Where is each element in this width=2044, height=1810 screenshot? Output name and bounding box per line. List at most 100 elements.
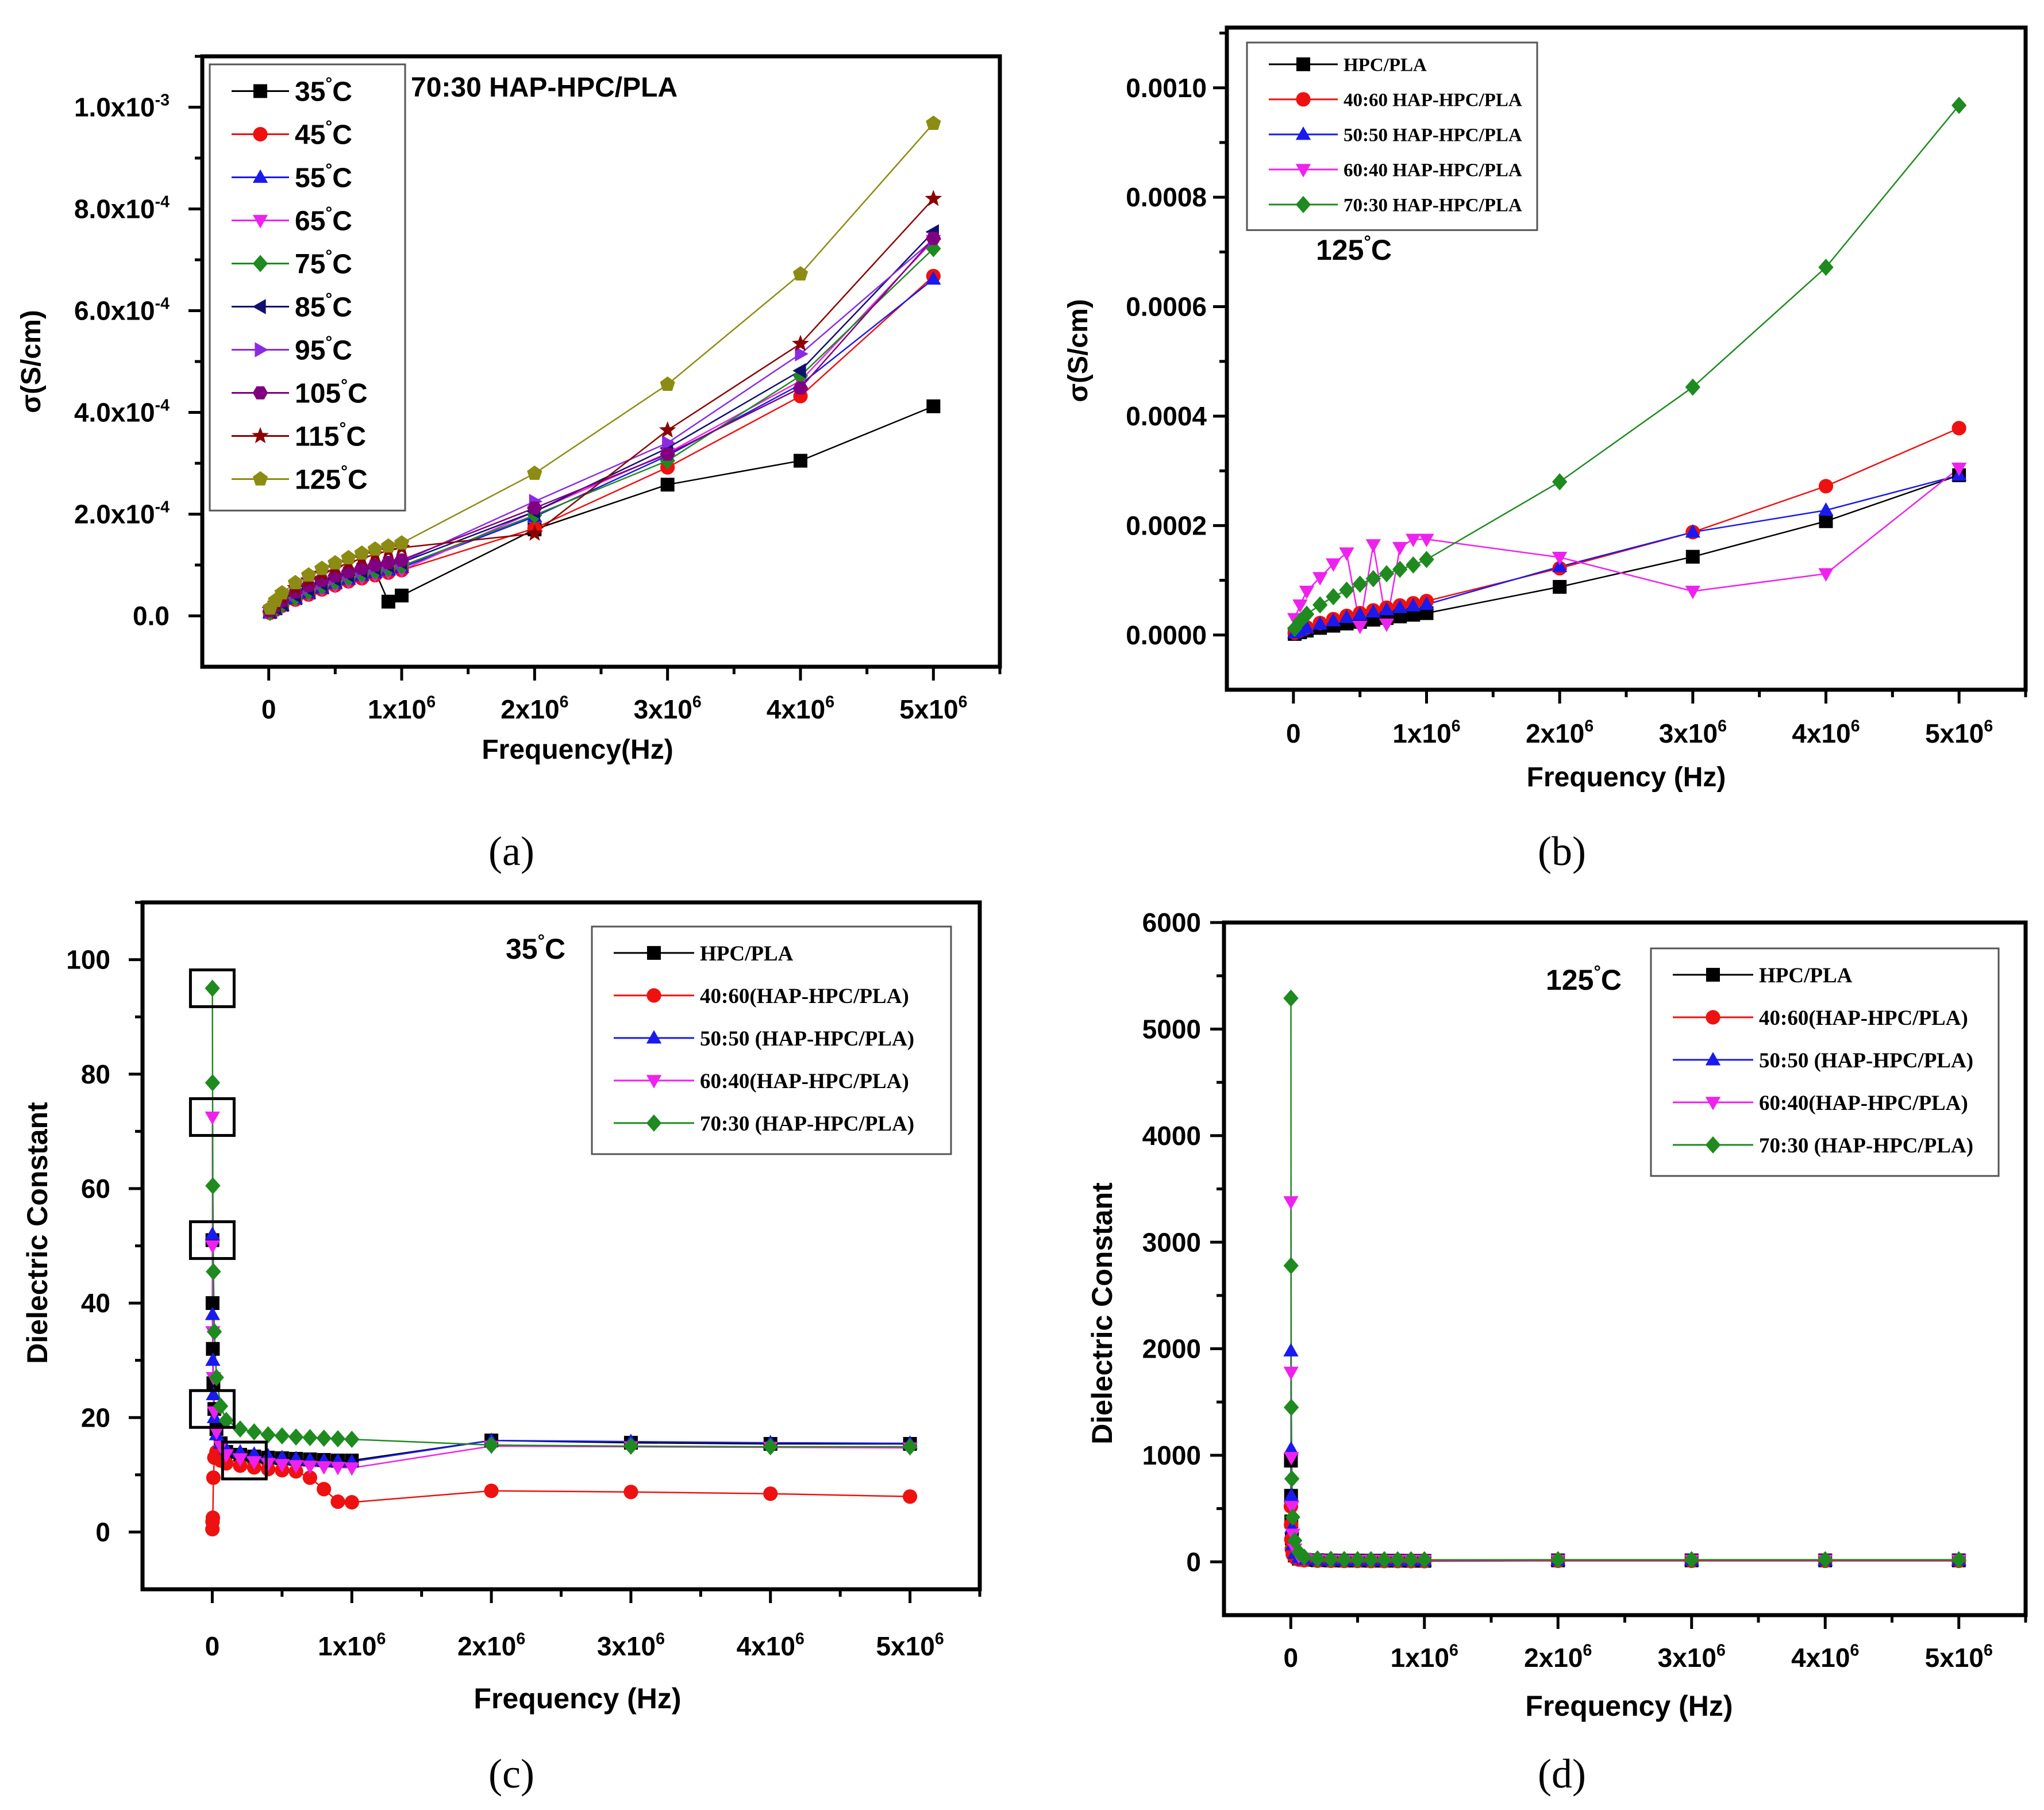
data-point: [1296, 1548, 1312, 1566]
data-point: [1406, 556, 1421, 574]
data-point: [1312, 616, 1328, 630]
data-point: [1685, 549, 1700, 564]
y-axis-label: σ(S/cm): [1063, 299, 1094, 402]
data-point: [1951, 421, 1966, 436]
data-point: [209, 1426, 224, 1440]
x-axis-label: Frequency(Hz): [482, 735, 673, 765]
y-tick-label: 5000: [1142, 1014, 1201, 1044]
data-point: [925, 190, 942, 206]
x-tick-label: 3x106: [597, 1630, 665, 1661]
data-point: [792, 335, 809, 351]
legend-label: 40:60 HAP-HPC/PLA: [1344, 90, 1522, 110]
data-point: [1685, 586, 1701, 600]
legend-marker: [1705, 1052, 1721, 1066]
data-point: [1390, 1551, 1406, 1569]
data-point: [1951, 1551, 1966, 1569]
data-point: [1283, 1452, 1299, 1466]
data-point: [274, 1459, 290, 1473]
y-tick-label: 0.0010: [1126, 73, 1207, 103]
data-point: [1818, 259, 1834, 276]
legend-marker: [252, 169, 268, 183]
data-point: [1951, 462, 1967, 476]
data-point: [1550, 1551, 1566, 1569]
y-tick-label: 6.0x10-4: [74, 294, 170, 325]
x-tick-label: 2x106: [501, 693, 568, 724]
data-point: [1419, 533, 1434, 547]
legend-box: [1246, 41, 1538, 231]
data-point: [1283, 1488, 1299, 1501]
data-point: [1285, 1508, 1300, 1526]
x-axis-label: Frequency (Hz): [1525, 1690, 1733, 1722]
data-point: [205, 1074, 221, 1092]
data-point: [1819, 514, 1833, 528]
y-tick-label: 2000: [1142, 1334, 1201, 1364]
data-point: [367, 558, 383, 572]
data-point: [1365, 539, 1381, 553]
data-point: [380, 556, 397, 570]
data-point: [260, 1458, 276, 1471]
data-point: [1951, 97, 1967, 114]
legend-marker: [1295, 195, 1311, 213]
panel-c: 0 1x106 2x106 3x106 4x106 5x106 0 20 40 60 80 100 Fr…: [21, 900, 982, 1797]
legend-label: 85°C: [295, 290, 352, 322]
data-point: [341, 549, 356, 564]
y-tick-label: 2.0x10-4: [74, 498, 170, 529]
legend-label: 50:50 HAP-HPC/PLA: [1344, 125, 1522, 145]
legend-marker: [253, 84, 267, 98]
data-point: [205, 1177, 221, 1194]
data-point: [926, 271, 941, 285]
data-point: [763, 1486, 778, 1501]
data-point: [1685, 524, 1701, 538]
x-tick-label: 2x106: [1526, 717, 1593, 748]
legend-marker: [1705, 1136, 1721, 1154]
series-line: [1294, 105, 1960, 629]
x-tick-label: 4x106: [737, 1630, 804, 1661]
chart-title: 125°C: [1546, 962, 1622, 996]
data-point: [1392, 600, 1408, 613]
y-tick-label: 60: [81, 1174, 110, 1204]
data-point: [792, 266, 809, 280]
y-tick-label: 80: [81, 1059, 110, 1089]
x-tick-label: 2x106: [457, 1630, 525, 1661]
y-axis-label: Dielectric Constant: [1086, 1182, 1118, 1444]
x-tick-label: 5x106: [876, 1630, 944, 1661]
data-point: [1553, 580, 1567, 594]
data-point: [792, 363, 806, 379]
data-point: [288, 1460, 304, 1474]
x-tick-label: 0: [1283, 1643, 1298, 1673]
legend-marker: [646, 988, 661, 1003]
y-tick-label: 1000: [1142, 1440, 1201, 1470]
data-point: [247, 1456, 262, 1470]
data-point: [1283, 1256, 1299, 1274]
data-point: [380, 538, 396, 553]
data-point: [316, 1461, 332, 1475]
x-tick-label: 1x106: [368, 693, 436, 724]
data-point: [344, 1495, 359, 1510]
panel-caption: (c): [488, 1751, 534, 1797]
highlight-box: [188, 1097, 236, 1137]
data-point: [206, 1386, 221, 1401]
legend-marker: [646, 1075, 662, 1089]
data-point: [206, 1263, 221, 1281]
data-point: [317, 1482, 332, 1497]
data-point: [344, 1431, 360, 1448]
data-point: [1299, 605, 1315, 623]
legend-label: HPC/PLA: [1344, 55, 1427, 75]
data-point: [1350, 1551, 1365, 1569]
data-point: [395, 589, 409, 603]
y-tick-label: 6000: [1142, 908, 1201, 937]
legend-label: 45°C: [295, 117, 352, 150]
highlight-box: [188, 1389, 236, 1429]
data-point: [1312, 596, 1328, 614]
data-point: [274, 1427, 290, 1445]
data-point: [302, 1429, 318, 1447]
data-point: [926, 399, 941, 413]
legend-marker: [647, 946, 661, 960]
x-tick-label: 5x106: [1925, 1642, 1993, 1673]
data-point: [1326, 588, 1341, 606]
x-tick-label: 5x106: [899, 693, 967, 724]
data-point: [206, 1470, 221, 1485]
data-point: [623, 1485, 638, 1500]
data-point: [926, 232, 941, 245]
series-line: [1294, 467, 1960, 627]
